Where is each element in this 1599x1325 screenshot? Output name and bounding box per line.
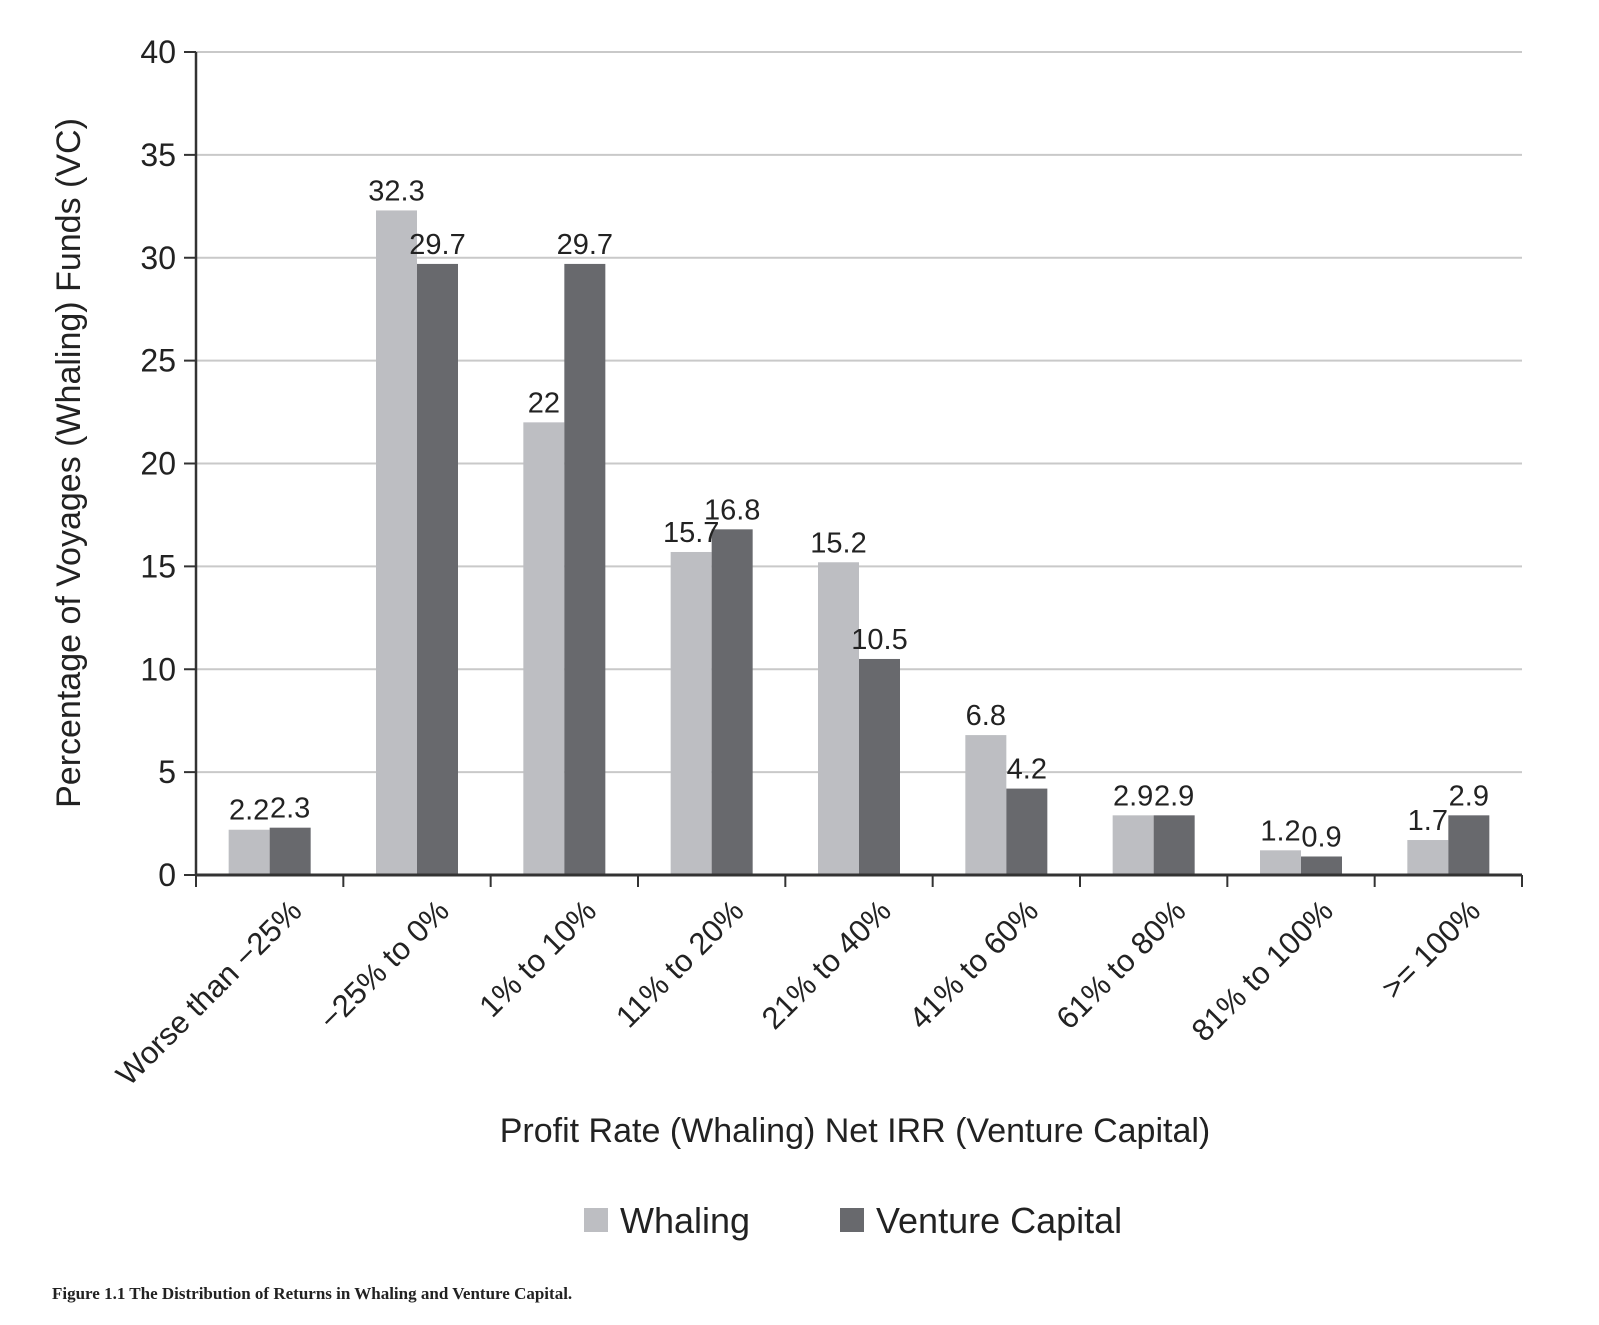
x-tick-label: >= 100% — [1375, 893, 1488, 1006]
y-axis-title: Percentage of Voyages (Whaling) Funds (V… — [50, 118, 88, 808]
x-tick-label: 21% to 40% — [755, 893, 898, 1036]
bar-whaling — [670, 551, 712, 875]
data-label: 29.7 — [409, 229, 465, 261]
bar-venture-capital — [1153, 815, 1195, 875]
bar-venture-capital — [1301, 856, 1342, 875]
legend: Whaling Venture Capital — [584, 1200, 1122, 1241]
x-axis-title: Profit Rate (Whaling) Net IRR (Venture C… — [500, 1112, 1210, 1150]
data-label: 6.8 — [966, 700, 1006, 732]
bar-venture-capital — [417, 263, 458, 875]
legend-label: Whaling — [620, 1200, 750, 1241]
bar-whaling — [376, 210, 417, 876]
x-tick-label: 81% to 100% — [1185, 893, 1340, 1048]
data-label: 2.9 — [1113, 780, 1153, 812]
y-tick-label: 20 — [140, 446, 176, 482]
axes — [184, 51, 1523, 887]
data-label: 4.2 — [1007, 754, 1047, 786]
data-label: 2.2 — [229, 795, 269, 827]
bars — [228, 210, 1490, 876]
x-tick-label: 61% to 80% — [1050, 893, 1193, 1036]
legend-label: Venture Capital — [876, 1200, 1122, 1241]
y-tick-label: 0 — [158, 857, 176, 893]
x-tick-label: 11% to 20% — [609, 893, 750, 1034]
bar-whaling — [1112, 815, 1154, 875]
bar-venture-capital — [859, 658, 900, 875]
y-tick-label: 35 — [140, 137, 176, 173]
bar-venture-capital — [269, 827, 311, 875]
legend-swatch — [840, 1208, 864, 1232]
legend-swatch — [584, 1208, 608, 1232]
bar-whaling — [965, 735, 1007, 875]
bar-venture-capital — [1448, 815, 1490, 875]
x-tick-label: −25% to 0% — [312, 893, 456, 1037]
data-label: 1.2 — [1260, 815, 1300, 847]
x-tick-label: 1% to 10% — [472, 893, 603, 1024]
bar-venture-capital — [1006, 788, 1048, 875]
x-tick-label: 41% to 60% — [902, 893, 1045, 1036]
y-tick-label: 40 — [140, 34, 176, 70]
data-label: 1.7 — [1408, 805, 1448, 837]
bar-whaling — [523, 422, 565, 875]
data-label: 29.7 — [557, 229, 613, 261]
data-label: 15.7 — [663, 517, 719, 549]
y-tick-label: 15 — [140, 548, 176, 584]
data-label: 0.9 — [1301, 821, 1341, 853]
data-label: 2.9 — [1449, 780, 1489, 812]
y-tick-label: 10 — [140, 651, 176, 687]
labels: 0 5 10 15 20 25 30 35 40 2.2 2.3 Worse than −25% 32.… — [109, 34, 1489, 1092]
data-label: 32.3 — [368, 175, 424, 207]
data-label: 15.2 — [810, 527, 866, 559]
bar-whaling — [818, 562, 859, 875]
data-label: 16.8 — [704, 494, 760, 526]
bar-venture-capital — [711, 529, 753, 875]
y-tick-label: 30 — [140, 240, 176, 276]
bar-whaling — [228, 829, 270, 875]
y-tick-label: 25 — [140, 343, 176, 379]
figure-caption: Figure 1.1 The Distribution of Returns i… — [52, 1284, 573, 1303]
bar-whaling — [1407, 840, 1449, 875]
bar-venture-capital — [564, 263, 606, 875]
data-label: 2.3 — [270, 793, 310, 825]
data-label: 2.9 — [1154, 780, 1194, 812]
data-label: 10.5 — [851, 624, 907, 656]
x-tick-label: Worse than −25% — [109, 893, 308, 1092]
y-tick-label: 5 — [158, 754, 176, 790]
bar-whaling — [1260, 850, 1301, 875]
data-label: 22 — [528, 387, 560, 419]
